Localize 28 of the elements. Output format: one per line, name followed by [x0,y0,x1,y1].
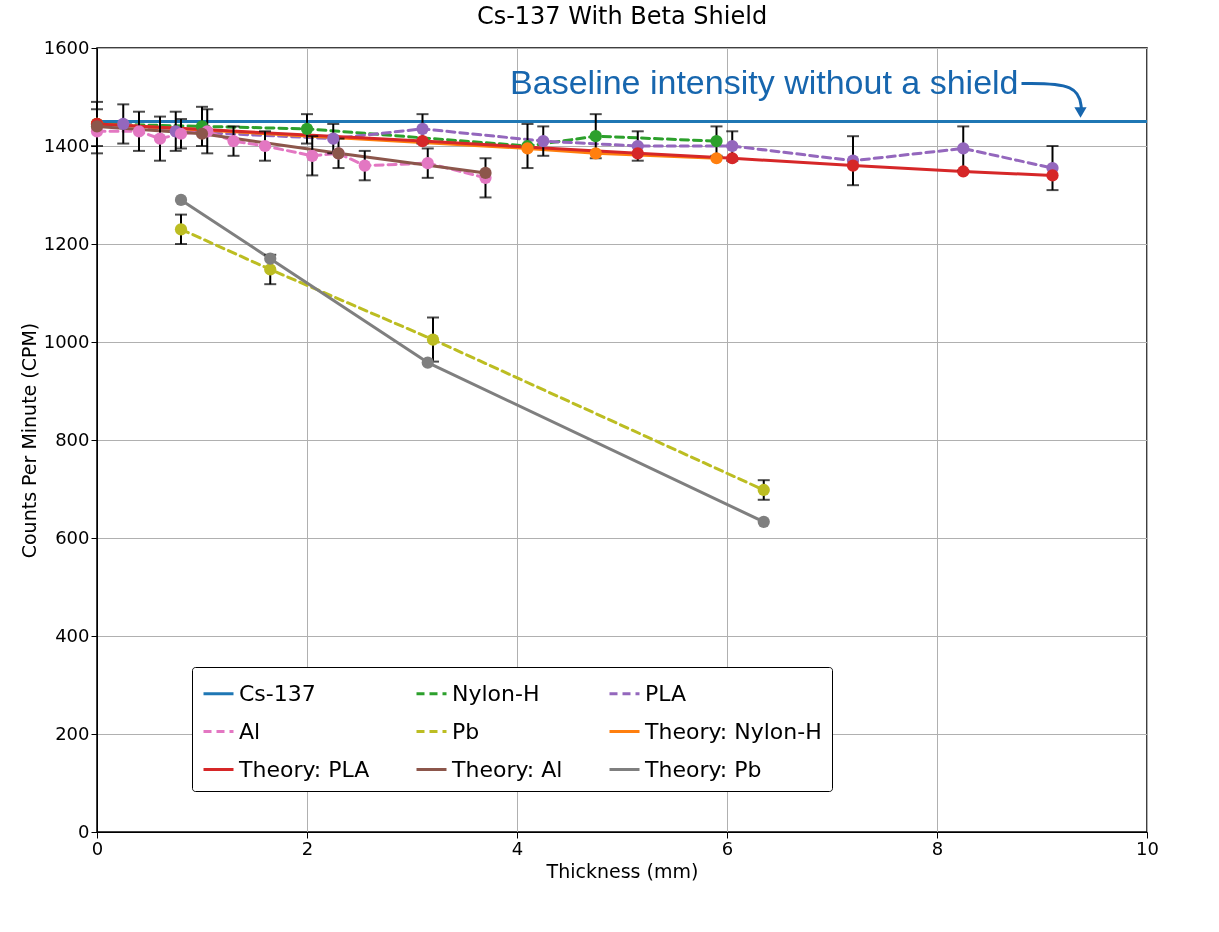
legend-label: Theory: Pb [644,756,762,782]
legend-label: Theory: PLA [238,756,370,782]
legend-label: Theory: Al [451,756,563,782]
chart-title: Cs-137 With Beta Shield [476,2,768,30]
x-tick-label: 0 [91,837,104,859]
x-tick-label: 10 [1136,837,1159,859]
legend-label: Pb [452,718,480,744]
y-tick-label: 400 [55,624,90,646]
legend-label: Nylon-H [452,680,540,706]
y-tick-label: 600 [55,526,90,548]
legend-label: Cs-137 [239,680,316,706]
y-tick-label: 1400 [43,134,90,156]
legend-label: Theory: Nylon-H [644,718,822,744]
y-tick-label: 800 [55,428,90,450]
y-tick-label: 200 [55,722,90,744]
x-tick-label: 2 [301,837,314,859]
legend-label: PLA [645,680,687,706]
x-axis-title: Thickness (mm) [545,859,699,882]
legend-label: Al [239,718,261,744]
x-tick-label: 6 [721,837,734,859]
y-tick-label: 1200 [43,232,90,254]
annotation: Baseline intensity without a shield [510,62,1019,101]
y-tick-label: 0 [78,820,90,842]
x-tick-label: 4 [511,837,524,859]
y-tick-label: 1600 [43,36,90,58]
y-axis-title: Counts Per Minute (CPM) [17,322,40,559]
y-tick-label: 1000 [43,330,90,352]
x-tick-label: 8 [931,837,944,859]
